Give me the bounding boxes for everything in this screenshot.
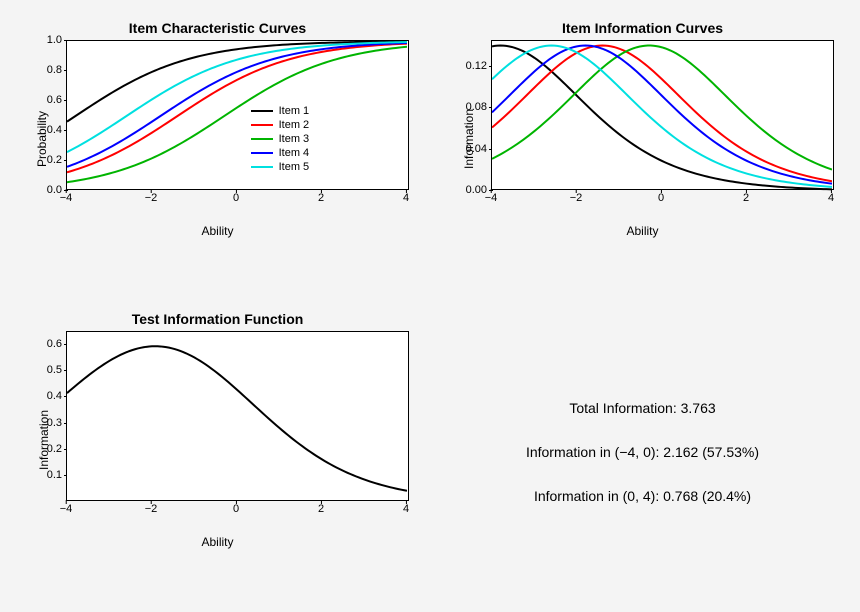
stats-panel: Total Information: 3.763 Information in … [445, 311, 840, 592]
y-tick: 0.6 [22, 94, 62, 106]
x-tick: 0 [658, 192, 664, 204]
iic-x-ticks: −4−2024 [491, 190, 834, 206]
iic-panel: Item Information Curves Information 0.00… [445, 20, 840, 301]
y-tick: 1.0 [22, 34, 62, 46]
series-line [67, 47, 407, 182]
series-line [492, 46, 832, 187]
icc-title: Item Characteristic Curves [20, 20, 415, 36]
x-tick: 2 [743, 192, 749, 204]
icc-svg [67, 41, 407, 191]
tif-panel: Test Information Function Information 0.… [20, 311, 415, 592]
x-tick: 0 [233, 503, 239, 515]
iic-title: Item Information Curves [445, 20, 840, 36]
tif-y-ticks: 0.1 0.2 0.3 0.4 0.5 0.6 [20, 331, 64, 501]
iic-plot-area: Information 0.000.040.080.12 −4−2024 Abi… [445, 40, 840, 238]
tif-x-ticks: −4−2024 [66, 501, 409, 517]
legend-item: Item 5 [251, 160, 310, 174]
legend-swatch [251, 124, 273, 126]
y-tick: 0.12 [447, 60, 487, 72]
stats-range1: Information in (−4, 0): 2.162 (57.53%) [526, 444, 759, 460]
legend-item: Item 1 [251, 104, 310, 118]
legend-label: Item 3 [279, 132, 310, 146]
x-tick: −4 [485, 192, 498, 204]
icc-plot-area: Probability 0.00.20.40.60.81.0 Item 1Ite… [20, 40, 415, 238]
iic-svg [492, 41, 832, 191]
y-tick: 0.2 [22, 443, 62, 455]
tif-title: Test Information Function [20, 311, 415, 327]
series-line [67, 43, 407, 167]
x-tick: 2 [318, 192, 324, 204]
legend-swatch [251, 152, 273, 154]
legend-swatch [251, 110, 273, 112]
y-tick: 0.00 [447, 184, 487, 196]
legend-label: Item 5 [279, 160, 310, 174]
x-tick: −4 [60, 192, 73, 204]
y-tick: 0.1 [22, 469, 62, 481]
x-tick: 4 [403, 503, 409, 515]
y-tick: 0.08 [447, 101, 487, 113]
tif-plot-box [66, 331, 409, 501]
y-tick: 0.2 [22, 154, 62, 166]
y-tick: 0.04 [447, 143, 487, 155]
iic-xlabel: Ability [445, 224, 840, 238]
x-tick: −4 [60, 503, 73, 515]
x-tick: −2 [570, 192, 583, 204]
x-tick: 0 [233, 192, 239, 204]
iic-plot-box [491, 40, 834, 190]
legend-label: Item 1 [279, 104, 310, 118]
y-tick: 0.4 [22, 124, 62, 136]
legend-item: Item 2 [251, 118, 310, 132]
stats-total: Total Information: 3.763 [569, 400, 715, 416]
x-tick: 4 [403, 192, 409, 204]
legend-item: Item 3 [251, 132, 310, 146]
icc-y-ticks: 0.00.20.40.60.81.0 [20, 40, 64, 190]
series-line [492, 46, 832, 184]
legend-swatch [251, 138, 273, 140]
x-tick: −2 [145, 503, 158, 515]
series-line [67, 42, 407, 152]
legend-item: Item 4 [251, 146, 310, 160]
icc-xlabel: Ability [20, 224, 415, 238]
icc-panel: Item Characteristic Curves Probability 0… [20, 20, 415, 301]
tif-plot-area: Information 0.10.20.30.40.50.6 −4−2024 A… [20, 331, 415, 549]
y-tick: 0.8 [22, 64, 62, 76]
stats-range2: Information in (0, 4): 0.768 (20.4%) [534, 488, 751, 504]
x-tick: −2 [145, 192, 158, 204]
y-tick: 0.4 [22, 390, 62, 402]
tif-svg [67, 332, 407, 502]
y-tick: 0.5 [22, 364, 62, 376]
legend-swatch [251, 166, 273, 168]
x-tick: 2 [318, 503, 324, 515]
y-tick: 0.0 [22, 184, 62, 196]
iic-y-ticks: 0.000.040.080.12 [445, 40, 489, 190]
y-tick: 0.6 [22, 338, 62, 350]
x-tick: 4 [828, 192, 834, 204]
tif-xlabel: Ability [20, 535, 415, 549]
legend-label: Item 4 [279, 146, 310, 160]
y-tick: 0.3 [22, 417, 62, 429]
plot-grid: Item Characteristic Curves Probability 0… [20, 20, 840, 592]
legend-label: Item 2 [279, 118, 310, 132]
icc-x-ticks: −4−2024 [66, 190, 409, 206]
series-line [67, 346, 407, 491]
icc-legend: Item 1Item 2Item 3Item 4Item 5 [251, 104, 310, 174]
icc-plot-box: Item 1Item 2Item 3Item 4Item 5 [66, 40, 409, 190]
